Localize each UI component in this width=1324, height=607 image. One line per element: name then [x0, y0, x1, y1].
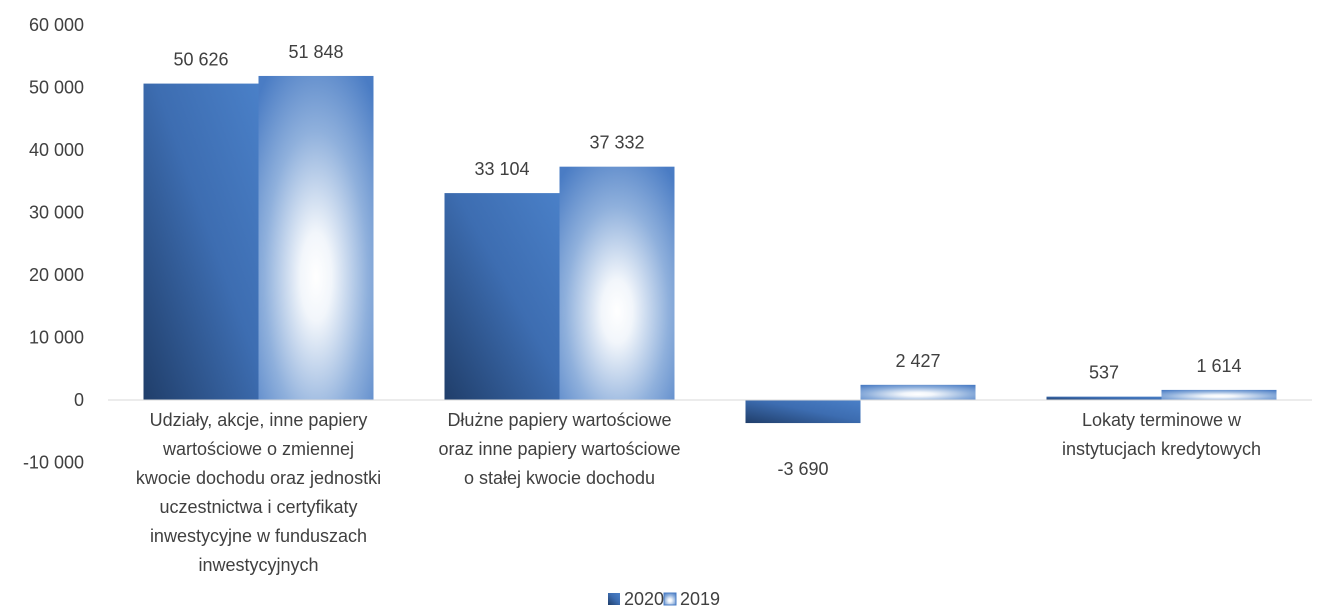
bar-2020-2 — [745, 400, 861, 424]
data-label: 51 848 — [288, 42, 343, 62]
x-category-label: instytucjach kredytowych — [1062, 439, 1261, 459]
data-labels: 50 626 51 848 33 104 37 332 -3 690 2 427 537 1 … — [173, 42, 1241, 479]
x-category-label: kwocie dochodu oraz jednostki — [136, 468, 381, 488]
y-tick-label: 0 — [74, 390, 84, 410]
bar-2019-1 — [559, 166, 675, 400]
legend-label-2019: 2019 — [680, 589, 720, 607]
x-axis: Udziały, akcje, inne papiery wartościowe … — [136, 410, 1261, 575]
legend-label-2020: 2020 — [624, 589, 664, 607]
x-category-label: o stałej kwocie dochodu — [464, 468, 655, 488]
legend-swatch-2020 — [608, 593, 620, 605]
bar-2019-0 — [258, 75, 374, 400]
y-tick-label: 60 000 — [29, 15, 84, 35]
bar-2020-1 — [444, 193, 560, 400]
y-tick-label: 10 000 — [29, 328, 84, 348]
data-label: 33 104 — [474, 159, 529, 179]
data-label: 2 427 — [895, 351, 940, 371]
data-label: -3 690 — [777, 459, 828, 479]
x-category-label: Lokaty terminowe w — [1082, 410, 1242, 430]
y-tick-label: 30 000 — [29, 203, 84, 223]
bar-2020-3 — [1046, 396, 1162, 400]
x-category-label: wartościowe o zmiennej — [162, 439, 354, 459]
y-tick-label: -10 000 — [23, 453, 84, 473]
y-tick-label: 50 000 — [29, 78, 84, 98]
bars — [108, 75, 1312, 424]
legend: 2020 2019 — [608, 589, 720, 607]
bar-2019-2 — [860, 384, 976, 400]
data-label: 50 626 — [173, 50, 228, 70]
y-tick-label: 20 000 — [29, 265, 84, 285]
x-category-label: Udziały, akcje, inne papiery — [150, 410, 368, 430]
x-category-label: oraz inne papiery wartościowe — [438, 439, 680, 459]
data-label: 537 — [1089, 363, 1119, 383]
legend-swatch-2019 — [663, 592, 677, 606]
y-axis: 60 000 50 000 40 000 30 000 20 000 10 000 0 -10… — [23, 15, 84, 473]
y-tick-label: 40 000 — [29, 140, 84, 160]
x-category-label: Dłużne papiery wartościowe — [447, 410, 671, 430]
x-category-label: inwestycyjnych — [198, 555, 318, 575]
bar-2019-3 — [1161, 389, 1277, 400]
data-label: 1 614 — [1196, 356, 1241, 376]
x-category-label: inwestycyjne w funduszach — [150, 526, 367, 546]
bar-2020-0 — [143, 83, 259, 401]
x-category-label: uczestnictwa i certyfikaty — [159, 497, 357, 517]
data-label: 37 332 — [589, 133, 644, 153]
